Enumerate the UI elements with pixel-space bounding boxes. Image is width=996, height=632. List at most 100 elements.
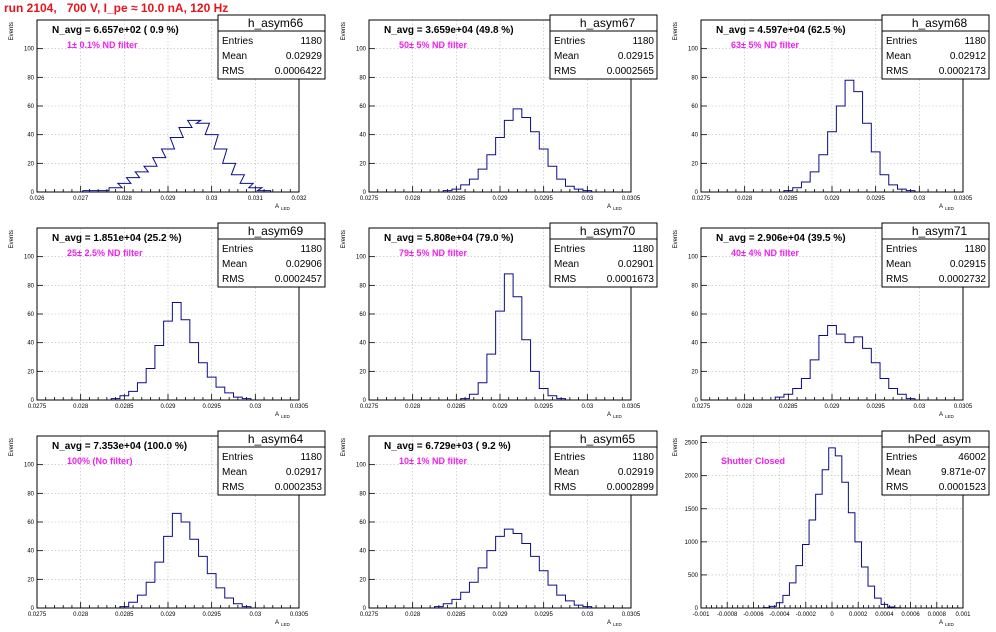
- x-axis-label-sub: LED: [945, 414, 955, 419]
- x-tick-label: 0.026: [29, 196, 45, 202]
- x-tick-label: -0.0006: [743, 612, 764, 618]
- y-tick-label: 20: [27, 161, 34, 167]
- x-tick-label: 0: [830, 612, 834, 618]
- x-tick-label: 0.029: [824, 404, 840, 410]
- filter-label: 1± 0.1% ND filter: [67, 40, 138, 50]
- y-tick-label: 40: [691, 341, 698, 347]
- navg-label: N_avg = 2.906e+04 (39.5 %): [716, 233, 846, 244]
- stats-value-rms: 0.0001673: [607, 274, 655, 285]
- stats-box-frame: [549, 14, 658, 80]
- x-axis-label-sub: LED: [281, 622, 291, 627]
- stats-value-mean: 0.02906: [286, 259, 323, 270]
- y-axis-label: Events: [341, 230, 347, 248]
- stats-value-mean: 0.02915: [950, 259, 987, 270]
- y-tick-label: 80: [27, 283, 34, 289]
- plot-frame: [700, 435, 964, 609]
- x-tick-label: 0.03: [581, 612, 593, 618]
- y-tick-label: 20: [691, 161, 698, 167]
- y-tick-label: 0: [31, 606, 35, 612]
- y-tick-label: 0: [31, 398, 35, 404]
- y-tick-label: 0: [363, 190, 367, 196]
- y-tick-label: 60: [359, 520, 366, 526]
- y-tick-label: 0: [31, 190, 35, 196]
- x-tick-label: 0.028: [737, 404, 753, 410]
- y-tick-label: 2000: [685, 474, 699, 480]
- x-tick-label: 0.0295: [534, 196, 553, 202]
- x-tick-label: 0.0295: [866, 196, 885, 202]
- stats-label-rms: RMS: [886, 482, 909, 493]
- x-axis-label: A LED: [275, 204, 291, 211]
- x-tick-label: 0.0305: [622, 196, 641, 202]
- stats-box-frame: [549, 222, 658, 288]
- stats-label-rms: RMS: [554, 66, 577, 77]
- stats-label-entries: Entries: [222, 36, 253, 47]
- histogram-panel-h_asym64: 0.0275 0.028 0.0285 0.029 0.0295 0.03 0.0305 0 2…: [0, 426, 332, 632]
- y-tick-label: 0: [363, 398, 367, 404]
- navg-label: N_avg = 6.657e+02 ( 0.9 %): [52, 25, 179, 36]
- histogram-series: [774, 324, 916, 400]
- y-axis-label: Events: [341, 22, 347, 40]
- x-tick-label: 0.0305: [290, 612, 309, 618]
- stats-label-rms: RMS: [222, 274, 245, 285]
- stats-label-entries: Entries: [554, 452, 585, 463]
- x-tick-label: 0.0285: [779, 404, 798, 410]
- stats-label-entries: Entries: [554, 36, 585, 47]
- histogram-series: [110, 302, 252, 400]
- y-tick-label: 80: [691, 75, 698, 81]
- stats-box: h_asym68 Entries 1180 Mean 0.02912 RMS 0.00021…: [881, 14, 990, 80]
- x-axis-label: A LED: [607, 204, 623, 211]
- histogram-svg: 0.0275 0.028 0.0285 0.029 0.0295 0.03 0.0305 0 2…: [9, 222, 326, 419]
- stats-box-frame: [881, 14, 990, 80]
- y-tick-label: 100: [24, 463, 35, 469]
- x-tick-label: 0.03: [249, 612, 261, 618]
- stats-label-rms: RMS: [886, 274, 909, 285]
- stats-box-frame: [217, 222, 326, 288]
- stats-label-entries: Entries: [554, 244, 585, 255]
- x-axis-label-sub: LED: [613, 622, 623, 627]
- histogram-panel-h_asym71: 0.0275 0.028 0.0285 0.029 0.0295 0.03 0.0305 0 2…: [664, 218, 996, 424]
- stats-value-entries: 1180: [964, 36, 986, 47]
- x-tick-label: 0.03: [913, 404, 925, 410]
- y-tick-label: 80: [27, 491, 34, 497]
- stats-box-frame: [881, 430, 990, 496]
- stats-box-title: h_asym65: [580, 432, 636, 446]
- histogram-panel-h_asym70: 0.0275 0.028 0.0285 0.029 0.0295 0.03 0.0305 0 2…: [332, 218, 664, 424]
- stats-value-entries: 1180: [632, 244, 654, 255]
- filter-label: Shutter Closed: [721, 456, 785, 466]
- x-tick-label: 0.0295: [866, 404, 885, 410]
- navg-label: N_avg = 3.659e+04 (49.8 %): [384, 25, 514, 36]
- x-tick-label: 0.0275: [360, 404, 379, 410]
- x-tick-label: 0.028: [73, 612, 89, 618]
- y-tick-label: 60: [27, 312, 34, 318]
- y-tick-label: 40: [27, 341, 34, 347]
- x-tick-label: 0.029: [160, 196, 176, 202]
- y-tick-label: 100: [356, 255, 367, 261]
- y-tick-label: 40: [359, 549, 366, 555]
- x-tick-label: 0.0285: [447, 196, 466, 202]
- histogram-svg: 0.0275 0.028 0.0285 0.029 0.0295 0.03 0.0305 0 2…: [673, 14, 990, 211]
- navg-label: N_avg = 6.729e+03 ( 9.2 %): [384, 441, 511, 452]
- y-tick-label: 60: [27, 104, 34, 110]
- y-tick-label: 100: [688, 47, 699, 53]
- x-tick-label: -0.0004: [769, 612, 790, 618]
- stats-value-rms: 0.0002173: [939, 66, 987, 77]
- stats-label-rms: RMS: [222, 482, 245, 493]
- stats-box: hPed_asym Entries 46002 Mean 9.871e-07 RMS 0.0…: [881, 430, 990, 496]
- plot-frame: [36, 435, 300, 609]
- x-tick-label: 0.03: [206, 196, 218, 202]
- histogram-panel-h_asym67: 0.0275 0.028 0.0285 0.029 0.0295 0.03 0.0305 0 2…: [332, 10, 664, 216]
- x-tick-label: 0.0275: [28, 612, 47, 618]
- y-tick-label: 80: [691, 283, 698, 289]
- x-tick-label: -0.0008: [717, 612, 738, 618]
- stats-value-mean: 0.02917: [286, 467, 323, 478]
- x-axis-label: A LED: [607, 412, 623, 419]
- histogram-series: [434, 528, 593, 608]
- y-tick-label: 60: [691, 312, 698, 318]
- stats-label-entries: Entries: [886, 36, 917, 47]
- x-tick-label: 0.0275: [692, 404, 711, 410]
- x-tick-label: 0.032: [291, 196, 307, 202]
- stats-label-mean: Mean: [554, 467, 579, 478]
- x-tick-label: 0.027: [73, 196, 89, 202]
- stats-label-mean: Mean: [886, 51, 911, 62]
- x-tick-label: 0.0305: [622, 612, 641, 618]
